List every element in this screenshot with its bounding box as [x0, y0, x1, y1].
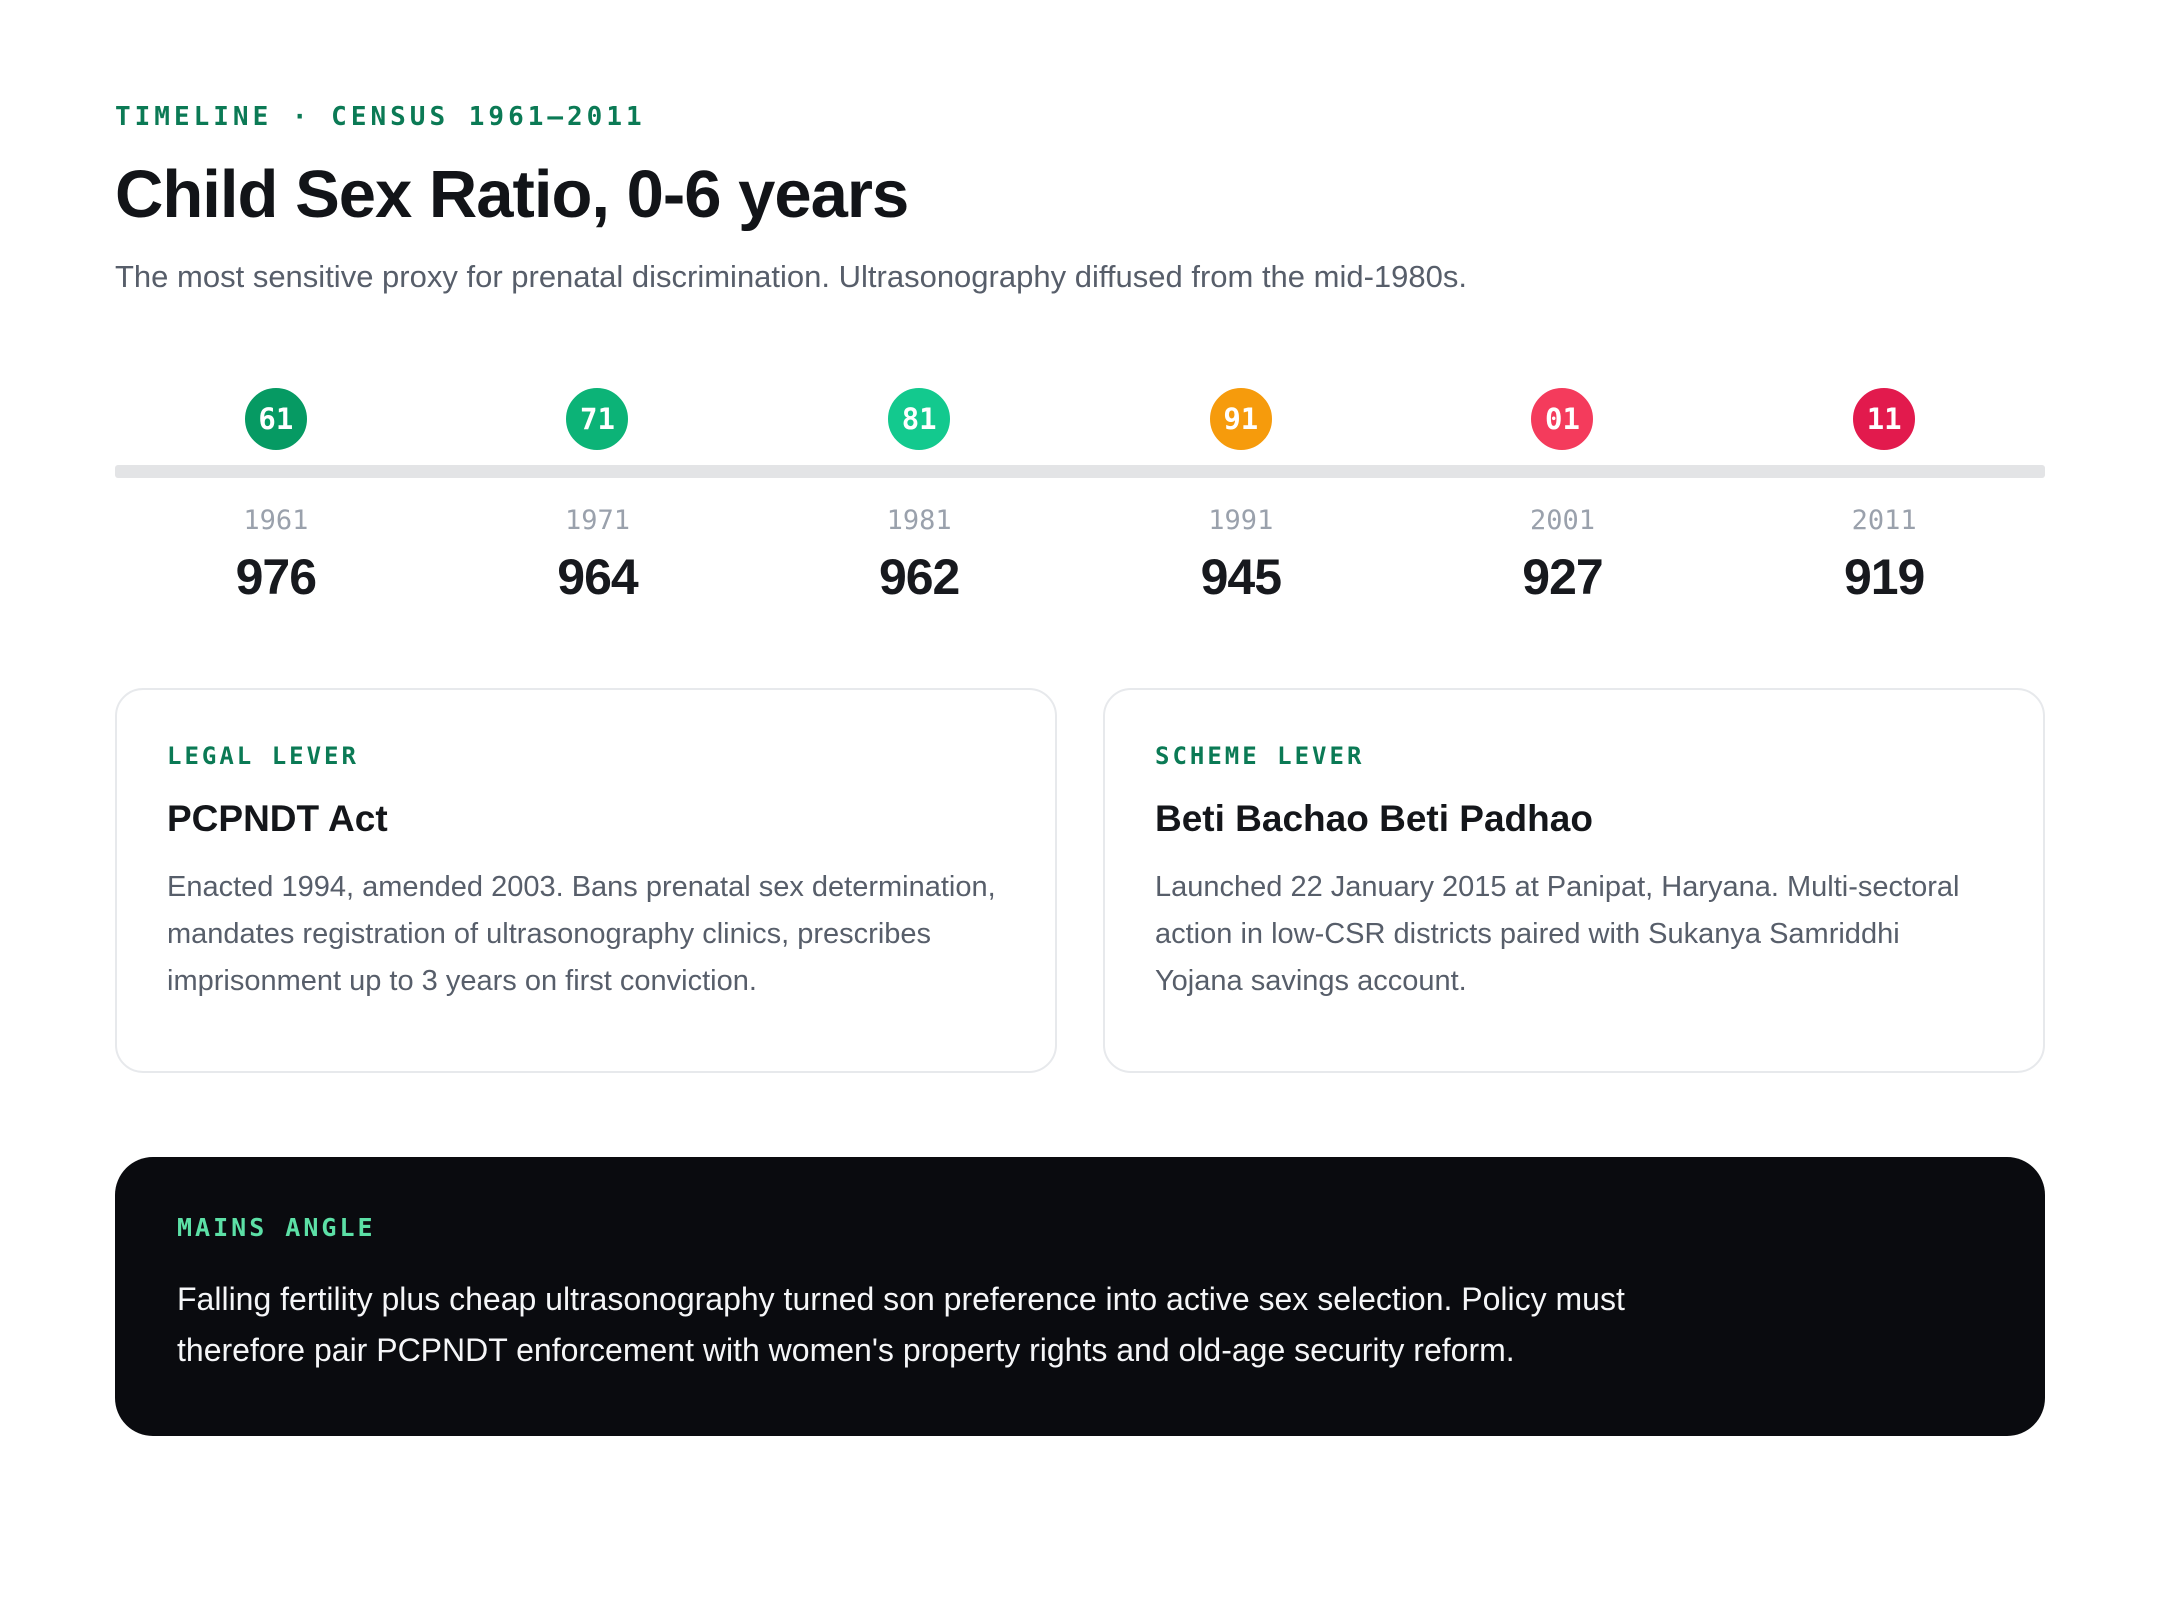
lever-cards: LEGAL LEVER PCPNDT Act Enacted 1994, ame… [115, 688, 2045, 1073]
child-sex-ratio-value: 927 [1522, 549, 1603, 605]
lever-card: SCHEME LEVER Beti Bachao Beti Padhao Lau… [1103, 688, 2045, 1073]
lever-card: LEGAL LEVER PCPNDT Act Enacted 1994, ame… [115, 688, 1057, 1073]
timeline-point: 91 1991 945 [1080, 381, 1402, 606]
child-sex-ratio-value: 919 [1843, 549, 1925, 605]
child-sex-ratio-value: 976 [235, 549, 317, 605]
page: TIMELINE · CENSUS 1961–2011 Child Sex Ra… [0, 102, 2160, 1437]
timeline-dot-badge: 81 [881, 381, 958, 457]
census-timeline: 61 1961 976 71 1971 964 81 1981 962 [115, 381, 2045, 606]
mains-angle-card: MAINS ANGLE Falling fertility plus cheap… [115, 1157, 2045, 1437]
timeline-point: 71 1971 964 [437, 381, 759, 606]
timeline-dot-badge: 01 [1524, 381, 1601, 457]
census-year-label: 1961 [243, 505, 309, 536]
census-year-label: 2011 [1851, 505, 1917, 536]
timeline-dot-badge: 11 [1846, 381, 1923, 457]
mains-angle-label: MAINS ANGLE [177, 1213, 376, 1242]
page-subtitle: The most sensitive proxy for prenatal di… [115, 259, 1467, 294]
child-sex-ratio-value: 964 [557, 549, 638, 605]
timeline-points: 61 1961 976 71 1971 964 81 1981 962 [115, 381, 2045, 606]
census-year-label: 1991 [1208, 505, 1274, 536]
timeline-point: 81 1981 962 [758, 381, 1080, 606]
timeline-dot-badge: 91 [1202, 381, 1279, 457]
lever-card-label: SCHEME LEVER [1155, 742, 1365, 770]
lever-card-body: Enacted 1994, amended 2003. Bans prenata… [167, 871, 996, 997]
census-year-label: 1971 [564, 505, 630, 536]
timeline-track [115, 465, 2045, 478]
timeline-point: 61 1961 976 [115, 381, 437, 606]
lever-card-label: LEGAL LEVER [167, 742, 359, 770]
lever-card-title: PCPNDT Act [167, 798, 388, 839]
census-year-label: 2001 [1529, 505, 1595, 536]
timeline-point: 11 2011 919 [1723, 381, 2045, 606]
child-sex-ratio-value: 945 [1200, 549, 1282, 605]
timeline-point: 01 2001 927 [1402, 381, 1724, 606]
census-year-label: 1981 [886, 505, 952, 536]
lever-card-body: Launched 22 January 2015 at Panipat, Har… [1155, 871, 1960, 997]
child-sex-ratio-value: 962 [878, 549, 960, 605]
timeline-dot-badge: 71 [559, 381, 636, 457]
page-title: Child Sex Ratio, 0-6 years [115, 157, 909, 232]
mains-angle-body: Falling fertility plus cheap ultrasonogr… [177, 1281, 1625, 1369]
lever-card-title: Beti Bachao Beti Padhao [1155, 798, 1593, 839]
timeline-dot-badge: 61 [237, 381, 314, 457]
eyebrow-label: TIMELINE · CENSUS 1961–2011 [115, 102, 646, 132]
